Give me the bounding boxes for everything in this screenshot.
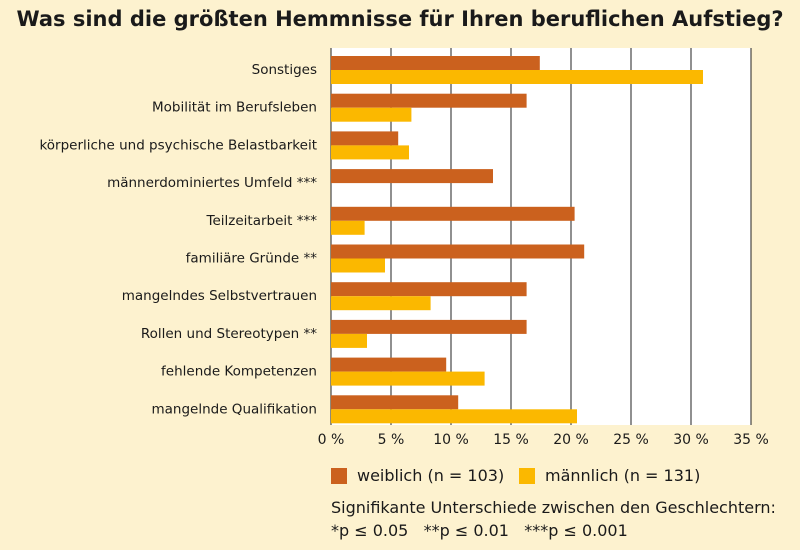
bar-weiblich-1: [331, 93, 527, 108]
bar-maennlich-7: [331, 333, 367, 348]
chart-title: Was sind die größten Hemmnisse für Ihren…: [16, 7, 784, 31]
bar-weiblich-4: [331, 206, 575, 221]
bar-weiblich-5: [331, 244, 585, 259]
category-label-3: männerdominiertes Umfeld ***: [107, 175, 317, 191]
bar-maennlich-0: [331, 70, 703, 84]
category-label-2: körperliche und psychische Belastbarkeit: [39, 137, 317, 153]
category-label-5: familiäre Gründe **: [186, 251, 318, 267]
significance-note: Signifikante Unterschiede zwischen den G…: [331, 498, 776, 517]
x-tick-label-5: 5 %: [378, 432, 405, 448]
x-tick-label-25: 25 %: [613, 432, 649, 448]
bar-maennlich-5: [331, 258, 385, 273]
category-label-6: mangelndes Selbstvertrauen: [122, 288, 317, 304]
significance-levels: *p ≤ 0.05 **p ≤ 0.01 ***p ≤ 0.001: [331, 521, 628, 540]
legend-item-weiblich: weiblich (n = 103): [331, 466, 504, 485]
bar-weiblich-8: [331, 357, 447, 372]
category-label-1: Mobilität im Berufsleben: [152, 100, 317, 116]
category-label-4: Teilzeitarbeit ***: [206, 213, 318, 229]
legend-swatch-weiblich: [331, 467, 347, 484]
bar-weiblich-2: [331, 131, 399, 146]
category-label-0: Sonstiges: [252, 62, 317, 78]
bar-maennlich-9: [331, 409, 577, 424]
bar-weiblich-0: [331, 56, 540, 70]
category-label-8: fehlende Kompetenzen: [161, 364, 317, 380]
x-tick-label-0: 0 %: [318, 432, 345, 448]
legend-item-maennlich: männlich (n = 131): [519, 466, 700, 485]
bar-maennlich-8: [331, 371, 485, 386]
category-label-9: mangelnde Qualifikation: [151, 401, 317, 417]
bar-weiblich-3: [331, 169, 493, 184]
x-tick-label-35: 35 %: [733, 432, 769, 448]
x-tick-label-30: 30 %: [673, 432, 709, 448]
bar-chart: Sonstiges Mobilität im Berufsleben körperl…: [39, 48, 769, 448]
x-tick-label-20: 20 %: [553, 432, 589, 448]
legend-label-maennlich: männlich (n = 131): [545, 466, 701, 485]
bar-maennlich-2: [331, 145, 409, 160]
bar-maennlich-1: [331, 107, 412, 122]
bar-weiblich-9: [331, 395, 459, 410]
legend-swatch-maennlich: [519, 467, 535, 484]
x-tick-label-15: 15 %: [493, 432, 529, 448]
legend-label-weiblich: weiblich (n = 103): [357, 466, 505, 485]
category-label-7: Rollen und Stereotypen **: [141, 326, 317, 342]
bar-maennlich-4: [331, 220, 365, 235]
bar-weiblich-6: [331, 282, 527, 297]
bar-weiblich-7: [331, 319, 527, 334]
x-tick-label-10: 10 %: [433, 432, 469, 448]
bar-maennlich-6: [331, 296, 431, 311]
